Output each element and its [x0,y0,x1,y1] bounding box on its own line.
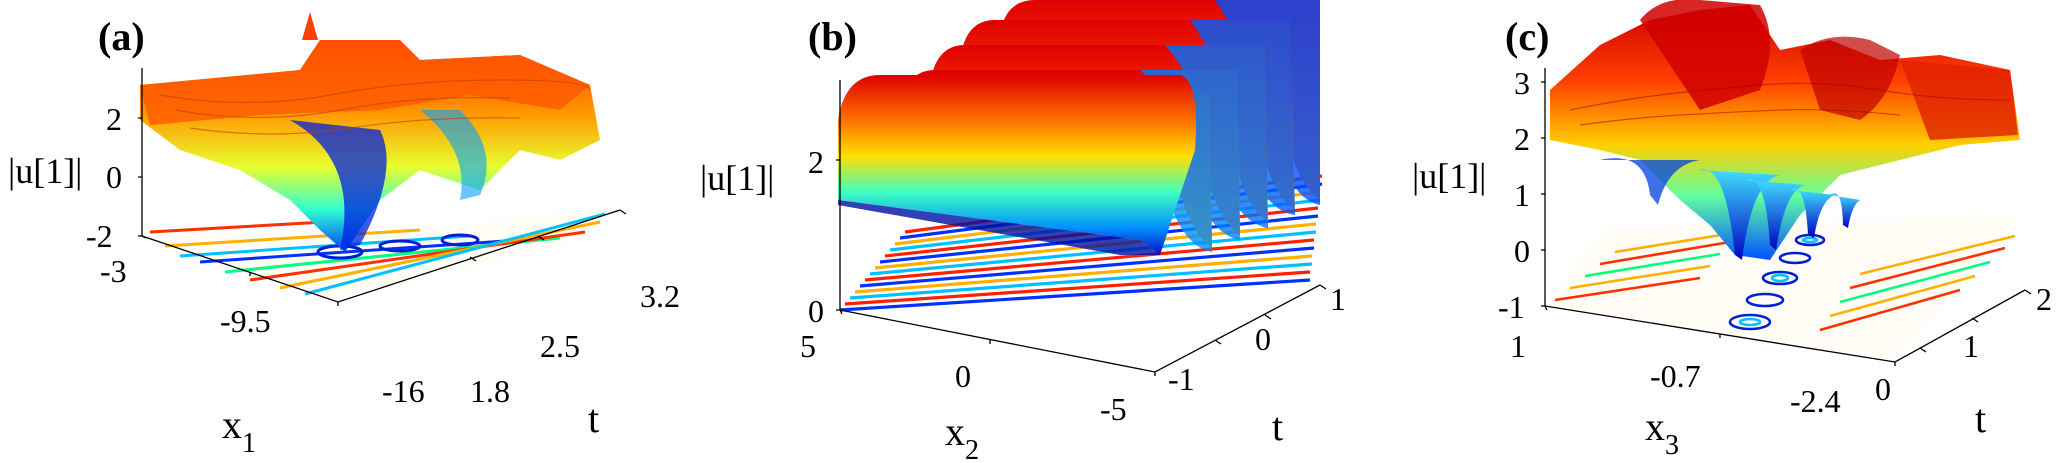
surface-c [1550,0,2020,260]
y-tick-a-2: 3.2 [640,278,680,314]
y-tick-b-2: 1 [1330,281,1346,317]
x-label-b: x2 [945,409,979,463]
y-tick-b-0: -1 [1168,361,1195,397]
x-label-c: x3 [1645,404,1679,461]
z-tick-a-2: 2 [106,101,122,137]
y-tick-a-1: 2.5 [540,328,580,364]
x-tick-a-0: -3 [100,253,127,289]
z-tick-c-1: 0 [1514,233,1530,269]
y-tick-c-2: 2 [2036,281,2052,317]
y-tick-b-1: 0 [1255,321,1271,357]
y-tick-c-0: 0 [1875,371,1891,407]
axes-b [836,80,1327,376]
z-tick-c-0: -1 [1498,289,1525,325]
x-label-c-sub: 3 [1665,430,1679,461]
panel-a: (a) [8,12,680,459]
surface-a [140,12,600,252]
x-tick-b-1: 0 [955,358,971,394]
axes-a [138,68,627,306]
x-label-a-main: x [222,402,242,447]
contour-lines-c [1554,230,2016,332]
y-label-c: t [1975,396,1986,441]
x-tick-a-1: -9.5 [220,303,271,339]
z-tick-a-0: -2 [86,218,113,254]
z-tick-b-0: 0 [808,293,824,329]
panel-label-b: (b) [808,14,857,59]
contour-floor-a [130,205,620,300]
axes-c [1541,68,2032,366]
panel-b: (b) [700,0,1346,463]
contour-lines-a [149,212,606,296]
z-label-a: |u[1]| [8,151,82,191]
x-tick-b-2: -5 [1100,391,1127,427]
x-tick-b-0: 5 [800,328,816,364]
y-label-a: t [588,396,599,441]
ridges-b [838,0,1320,255]
panel-label-a: (a) [98,14,145,59]
z-tick-b-1: 2 [808,144,824,180]
z-label-b: |u[1]| [700,158,774,198]
panel-label-c: (c) [1505,14,1549,59]
z-tick-c-3: 2 [1514,121,1530,157]
x-tick-c-2: -2.4 [1790,383,1841,419]
x-label-c-main: x [1645,404,1665,449]
x-label-b-sub: 2 [965,435,979,463]
z-label-c: |u[1]| [1412,156,1486,196]
y-label-b: t [1272,404,1283,449]
contour-floor-c [1545,215,2020,360]
x-label-b-main: x [945,409,965,454]
x-tick-c-0: 1 [1510,328,1526,364]
panel-c: (c) [1412,0,2052,461]
x-label-a-sub: 1 [242,428,256,459]
z-tick-c-2: 1 [1514,177,1530,213]
y-tick-c-1: 1 [1963,328,1979,364]
z-tick-a-1: 0 [106,159,122,195]
x-label-a: x1 [222,402,256,459]
x-tick-a-2: -16 [382,373,425,409]
y-tick-a-0: 1.8 [470,373,510,409]
x-tick-c-1: -0.7 [1650,358,1701,394]
z-tick-c-4: 3 [1514,65,1530,101]
